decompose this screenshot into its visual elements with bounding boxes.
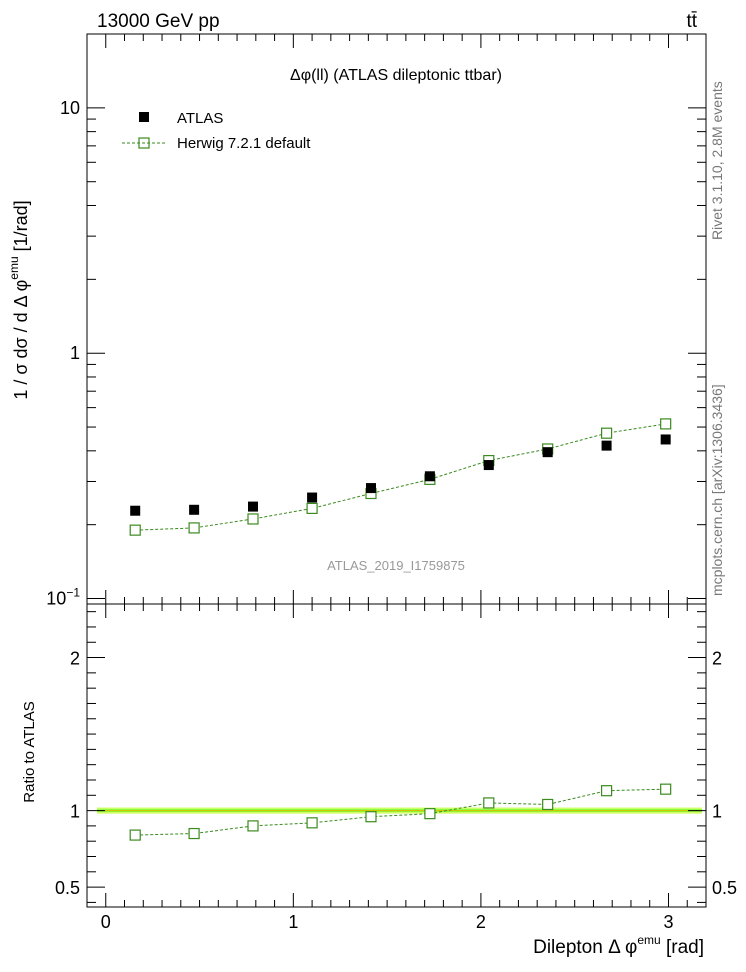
herwig-ratio-point [129,829,141,841]
process-label: tt̄ [686,11,697,32]
herwig-point [600,427,613,439]
herwig-ratio-point [365,811,377,823]
ratio-y-axis-title: Ratio to ATLAS [21,701,38,802]
x-tick-label: 2 [476,912,486,932]
ratio-axis-ticks: 0.5 0.5 1 1 2 2 0 1 2 3 [55,604,737,932]
herwig-line [135,423,666,531]
ratio-y-tick-label-left: 1 [70,802,80,822]
main-y-tick-label: 10 [60,98,80,118]
herwig-point [247,513,259,525]
mcplots-label: mcplots.cern.ch [arXiv:1306.3436] [709,384,725,596]
analysis-watermark: ATLAS_2019_I1759875 [327,558,465,573]
x-tick-label: 0 [101,912,111,932]
legend-label-herwig: Herwig 7.2.1 default [177,135,311,152]
atlas-point [248,501,259,512]
herwig-point [660,418,672,430]
main-y-tick-label: 10−1 [46,586,80,609]
herwig-ratio-point [306,817,318,829]
atlas-point [130,505,141,516]
main-axis-ticks: 10−1 1 10 [46,33,706,609]
legend-marker-herwig [138,137,150,149]
herwig-ratio-point [542,798,554,811]
atlas-point [542,447,553,458]
x-tick-label: 3 [663,912,673,932]
herwig-ratio-point [188,827,200,840]
chart-title: Δφ(ll) (ATLAS dileptonic ttbar) [290,67,502,84]
atlas-point [601,440,612,451]
herwig-ratio-point [600,785,613,797]
rivet-version-label: Rivet 3.1.10, 2.8M events [709,81,725,240]
herwig-ratio-line [135,788,666,836]
atlas-point [424,471,435,482]
x-tick-label: 1 [288,912,298,932]
atlas-point [307,492,318,503]
legend-marker-atlas [139,112,149,122]
ratio-y-tick-label-right: 1 [712,802,722,822]
main-y-tick-label: 1 [70,343,80,363]
herwig-ratio-point [247,820,259,832]
herwig-point [306,502,318,515]
ratio-panel: 0.5 0.5 1 1 2 2 0 1 2 3 Ratio to ATLAS Dilepton Δ… [21,603,737,958]
herwig-ratio-point [660,783,672,795]
main-y-axis-title: 1 / σ dσ / d Δ φemu [1/rad] [7,200,31,399]
ratio-frame [86,603,707,908]
legend: ATLAS Herwig 7.2.1 default [122,110,311,152]
herwig-point [188,522,200,534]
ratio-y-tick-label-right: 0.5 [712,878,737,898]
herwig-ratio-point [424,808,436,820]
ratio-y-tick-label-right: 2 [712,649,722,669]
atlas-point [189,504,200,515]
atlas-point [365,483,376,494]
atlas-point [660,434,671,445]
legend-label-atlas: ATLAS [177,110,223,127]
ratio-y-tick-label-left: 0.5 [55,878,80,898]
herwig-point [129,524,141,536]
atlas-point [483,460,494,471]
energy-label: 13000 GeV pp [97,11,220,32]
ratio-y-tick-label-left: 2 [70,649,80,669]
x-axis-title: Dilepton Δ φemu [rad] [533,933,704,958]
herwig-ratio-point [483,797,495,809]
